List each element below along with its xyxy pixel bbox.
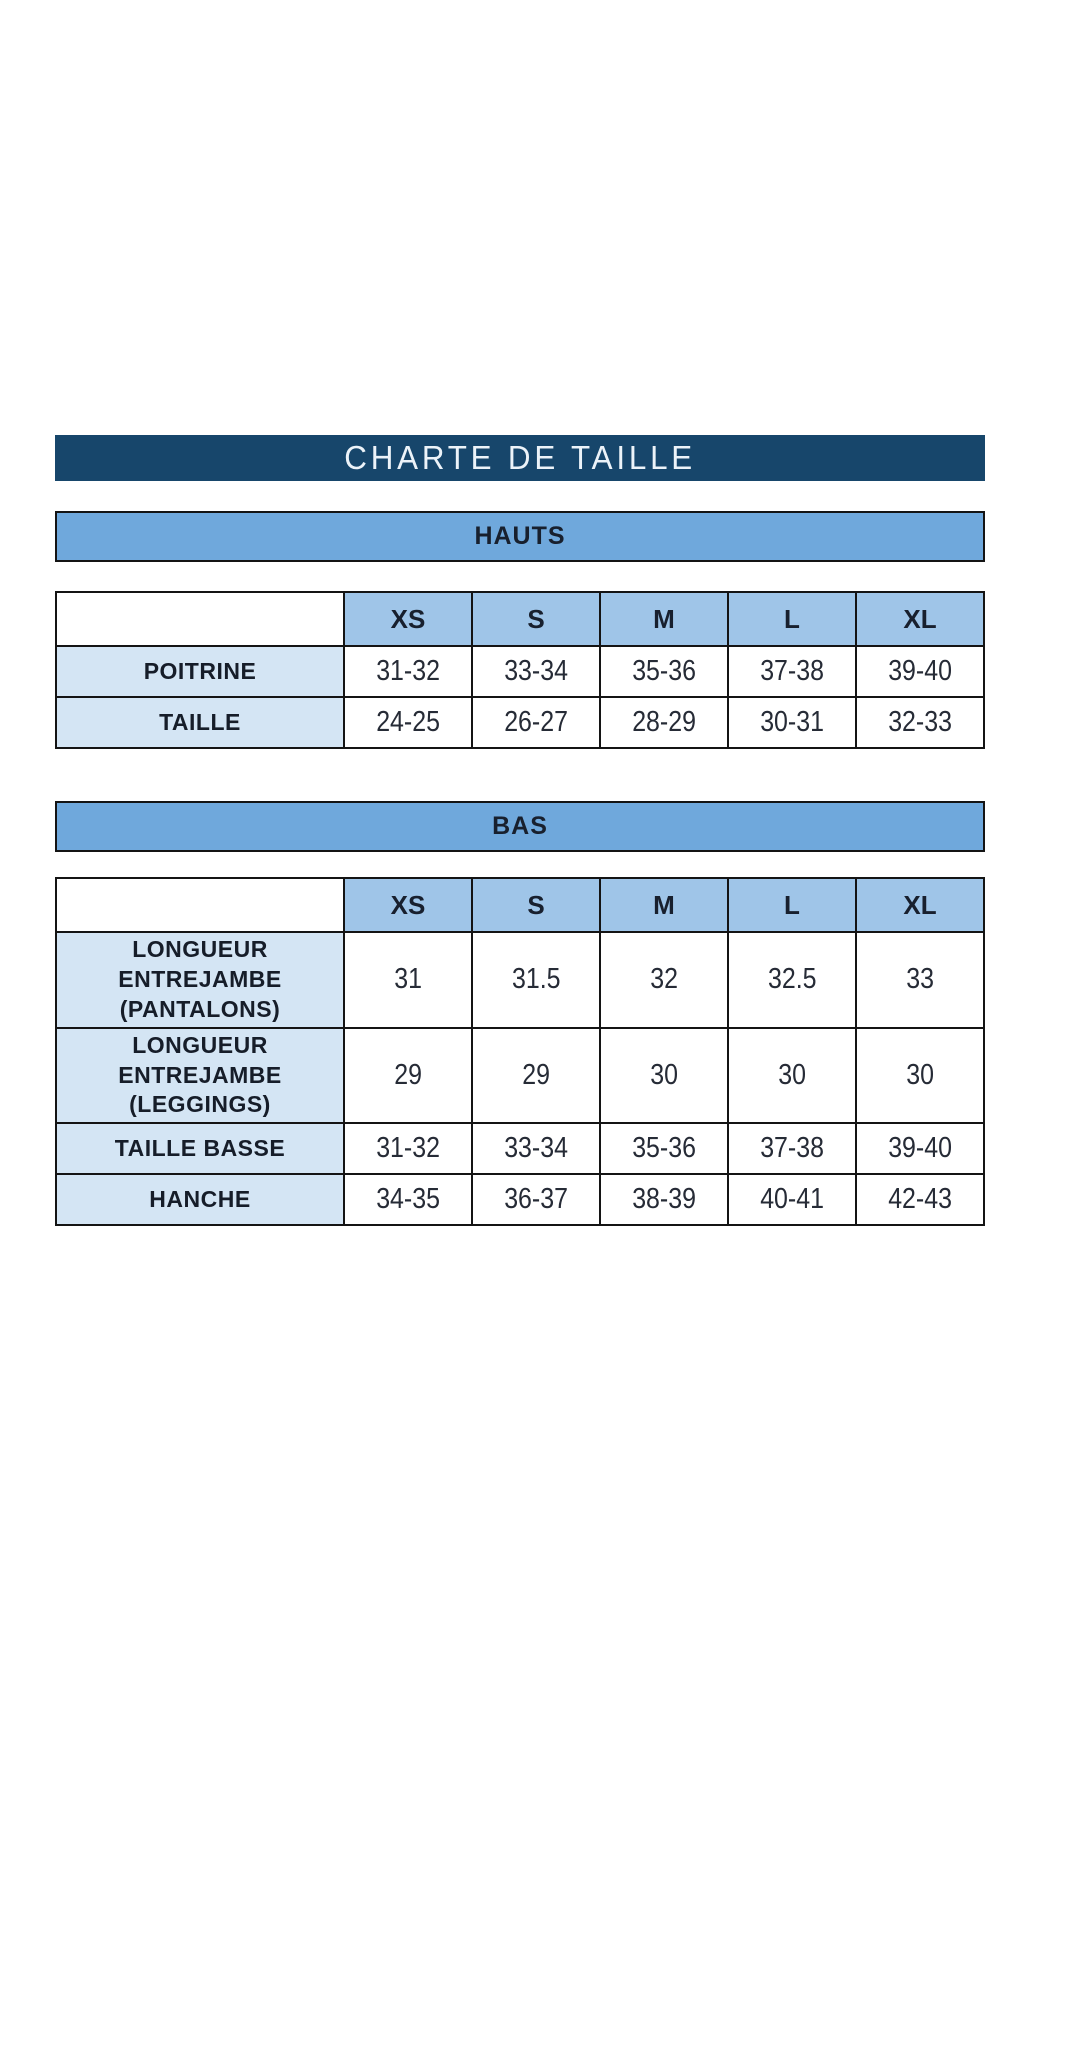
bas-size-header-row: XS S M L XL	[55, 877, 985, 933]
value-cell: 35-36	[599, 1122, 729, 1176]
size-header-xl: XL	[855, 591, 985, 647]
section-banner-bas: BAS	[55, 801, 985, 852]
value-cell: 24-25	[343, 696, 473, 749]
row-label: HANCHE	[55, 1173, 345, 1227]
value-cell: 37-38	[727, 645, 857, 698]
section-banner-hauts: HAUTS	[55, 511, 985, 562]
row-label: POITRINE	[55, 645, 345, 698]
corner-cell	[55, 877, 345, 933]
value-cell: 38-39	[599, 1173, 729, 1227]
size-header-s: S	[471, 877, 601, 933]
value-cell: 36-37	[471, 1173, 601, 1227]
row-label: LONGUEUR ENTREJAMBE (LEGGINGS)	[55, 1026, 345, 1125]
table-row-hanche: HANCHE 34-35 36-37 38-39 40-41 42-43	[55, 1173, 985, 1227]
value-cell: 42-43	[855, 1173, 985, 1227]
table-row-entrejambe-pantalons: LONGUEUR ENTREJAMBE (PANTALONS) 31 31.5 …	[55, 931, 985, 1029]
size-header-m: M	[599, 591, 729, 647]
value-cell: 32-33	[855, 696, 985, 749]
value-cell: 30	[855, 1026, 985, 1125]
value-cell: 34-35	[343, 1173, 473, 1227]
value-cell: 33	[855, 931, 985, 1029]
table-row-taille: TAILLE 24-25 26-27 28-29 30-31 32-33	[55, 696, 985, 749]
size-header-s: S	[471, 591, 601, 647]
chart-title-bar: CHARTE DE TAILLE	[55, 435, 985, 481]
value-cell: 31-32	[343, 1122, 473, 1176]
hauts-size-header-row: XS S M L XL	[55, 591, 985, 647]
value-cell: 35-36	[599, 645, 729, 698]
value-cell: 29	[343, 1026, 473, 1125]
page-title: CHARTE DE TAILLE	[344, 439, 696, 476]
value-cell: 29	[471, 1026, 601, 1125]
corner-cell	[55, 591, 345, 647]
value-cell: 39-40	[855, 645, 985, 698]
size-chart-page: CHARTE DE TAILLE HAUTS XS S M L XL POITR…	[55, 435, 985, 1227]
value-cell: 37-38	[727, 1122, 857, 1176]
value-cell: 33-34	[471, 645, 601, 698]
table-row-entrejambe-leggings: LONGUEUR ENTREJAMBE (LEGGINGS) 29 29 30 …	[55, 1026, 985, 1125]
value-cell: 40-41	[727, 1173, 857, 1227]
value-cell: 33-34	[471, 1122, 601, 1176]
table-row-poitrine: POITRINE 31-32 33-34 35-36 37-38 39-40	[55, 645, 985, 698]
size-header-l: L	[727, 877, 857, 933]
row-label: LONGUEUR ENTREJAMBE (PANTALONS)	[55, 931, 345, 1029]
value-cell: 31.5	[471, 931, 601, 1029]
row-label: TAILLE	[55, 696, 345, 749]
value-cell: 30	[727, 1026, 857, 1125]
value-cell: 30-31	[727, 696, 857, 749]
bas-table: XS S M L XL LONGUEUR ENTREJAMBE (PANTALO…	[55, 877, 985, 1227]
value-cell: 32.5	[727, 931, 857, 1029]
size-header-l: L	[727, 591, 857, 647]
section-title-bas: BAS	[492, 812, 548, 840]
size-header-xs: XS	[343, 877, 473, 933]
value-cell: 39-40	[855, 1122, 985, 1176]
value-cell: 30	[599, 1026, 729, 1125]
size-header-xl: XL	[855, 877, 985, 933]
table-row-taille-basse: TAILLE BASSE 31-32 33-34 35-36 37-38 39-…	[55, 1122, 985, 1176]
value-cell: 28-29	[599, 696, 729, 749]
value-cell: 31-32	[343, 645, 473, 698]
hauts-table: XS S M L XL POITRINE 31-32 33-34 35-36 3…	[55, 591, 985, 749]
row-label: TAILLE BASSE	[55, 1122, 345, 1176]
size-header-m: M	[599, 877, 729, 933]
value-cell: 26-27	[471, 696, 601, 749]
value-cell: 31	[343, 931, 473, 1029]
value-cell: 32	[599, 931, 729, 1029]
size-header-xs: XS	[343, 591, 473, 647]
section-title-hauts: HAUTS	[474, 522, 566, 550]
